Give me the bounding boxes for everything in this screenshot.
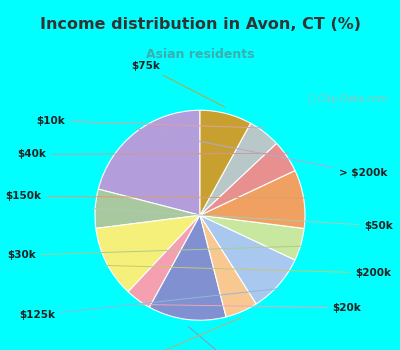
Text: $10k: $10k <box>36 116 265 128</box>
Wedge shape <box>200 123 276 215</box>
Wedge shape <box>98 110 200 215</box>
Wedge shape <box>200 215 304 260</box>
Text: $50k: $50k <box>93 209 393 231</box>
Wedge shape <box>200 215 295 304</box>
Text: $75k: $75k <box>131 61 225 107</box>
Wedge shape <box>128 215 200 307</box>
Text: $150k: $150k <box>6 191 306 201</box>
Text: Income distribution in Avon, CT (%): Income distribution in Avon, CT (%) <box>40 17 360 32</box>
Wedge shape <box>200 170 305 229</box>
Text: $20k: $20k <box>138 303 361 313</box>
Text: $40k: $40k <box>18 149 288 159</box>
Text: $60k: $60k <box>123 317 241 350</box>
Text: $100k: $100k <box>188 327 255 350</box>
Text: $200k: $200k <box>104 265 391 278</box>
Wedge shape <box>95 189 200 229</box>
Text: Asian residents: Asian residents <box>146 48 254 61</box>
Wedge shape <box>200 110 250 215</box>
Wedge shape <box>96 215 200 292</box>
Text: > $200k: > $200k <box>135 129 387 178</box>
Text: $125k: $125k <box>19 288 280 320</box>
Wedge shape <box>200 144 295 215</box>
Text: $30k: $30k <box>7 246 303 260</box>
Text: ⓘ City-Data.com: ⓘ City-Data.com <box>309 94 388 104</box>
Wedge shape <box>200 215 256 317</box>
Wedge shape <box>150 215 226 320</box>
